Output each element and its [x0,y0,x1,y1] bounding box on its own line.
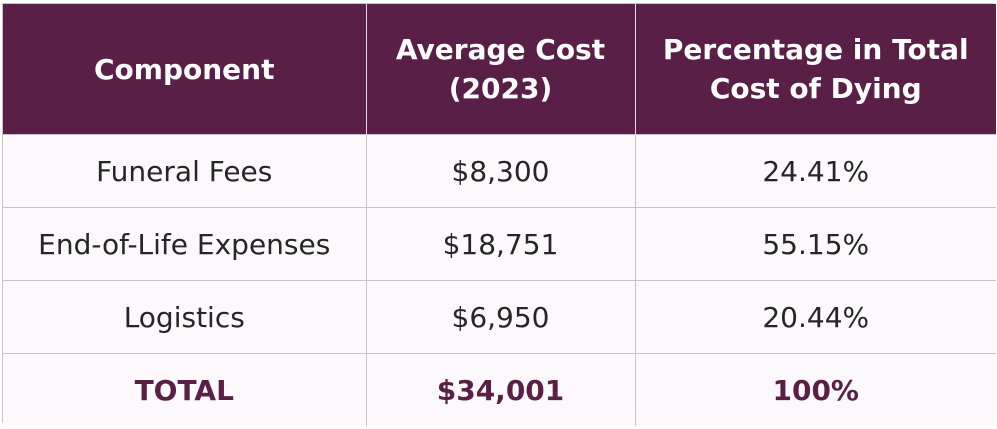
header-average-cost: Average Cost (2023) [366,4,636,135]
cell-average-cost: $6,950 [366,280,636,354]
total-row: TOTAL $34,001 100% [3,353,996,426]
cell-component: Logistics [3,280,367,354]
header-row: Component Average Cost (2023) Percentage… [3,4,996,135]
cell-percentage: 24.41% [635,134,996,208]
total-label: TOTAL [3,353,367,426]
cost-of-dying-table: Component Average Cost (2023) Percentage… [3,4,996,426]
cell-percentage: 55.15% [635,207,996,281]
table-row: Funeral Fees $8,300 24.41% [3,134,996,208]
table-body: Funeral Fees $8,300 24.41% End-of-Life E… [3,134,996,426]
header-percentage: Percentage in Total Cost of Dying [635,4,996,135]
total-average-cost: $34,001 [366,353,636,426]
table-row: End-of-Life Expenses $18,751 55.15% [3,207,996,281]
total-percentage: 100% [635,353,996,426]
table-row: Logistics $6,950 20.44% [3,280,996,354]
table-header: Component Average Cost (2023) Percentage… [3,4,996,135]
cell-component: Funeral Fees [3,134,367,208]
cell-average-cost: $18,751 [366,207,636,281]
cell-average-cost: $8,300 [366,134,636,208]
header-component: Component [3,4,367,135]
cell-component: End-of-Life Expenses [3,207,367,281]
cost-table-container: Component Average Cost (2023) Percentage… [2,3,996,426]
cell-percentage: 20.44% [635,280,996,354]
